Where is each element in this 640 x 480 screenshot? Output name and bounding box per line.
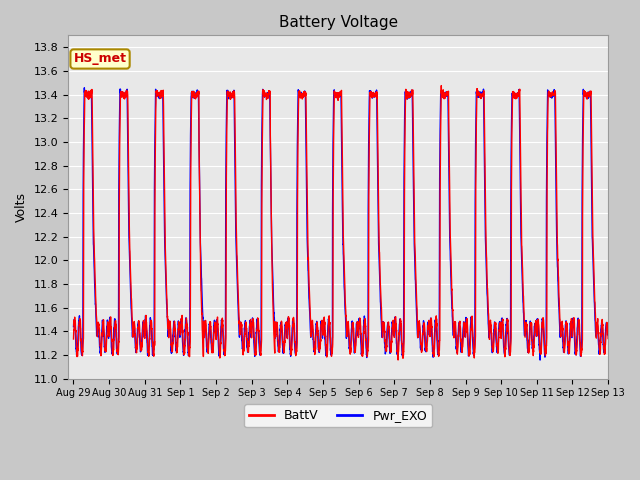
BattV xyxy=(438,83,445,88)
BattV xyxy=(604,336,612,341)
Pwr_EXO xyxy=(403,88,410,94)
Pwr_EXO xyxy=(219,332,227,338)
Pwr_EXO xyxy=(604,324,612,329)
Pwr_EXO xyxy=(70,324,77,329)
Pwr_EXO xyxy=(554,264,561,270)
Text: HS_met: HS_met xyxy=(74,52,127,65)
BattV xyxy=(219,323,227,329)
Line: BattV: BattV xyxy=(74,85,608,360)
Pwr_EXO xyxy=(536,357,544,363)
Pwr_EXO xyxy=(604,325,612,331)
BattV xyxy=(393,336,401,342)
Line: Pwr_EXO: Pwr_EXO xyxy=(74,88,608,360)
Pwr_EXO xyxy=(81,85,88,91)
Pwr_EXO xyxy=(393,350,401,356)
Legend: BattV, Pwr_EXO: BattV, Pwr_EXO xyxy=(244,404,432,427)
Title: Battery Voltage: Battery Voltage xyxy=(278,15,397,30)
BattV xyxy=(70,336,77,342)
BattV xyxy=(403,89,410,95)
BattV xyxy=(554,249,561,255)
BattV xyxy=(184,336,192,342)
Y-axis label: Volts: Volts xyxy=(15,192,28,222)
Pwr_EXO xyxy=(184,350,192,356)
BattV xyxy=(604,330,612,336)
BattV xyxy=(394,357,402,363)
